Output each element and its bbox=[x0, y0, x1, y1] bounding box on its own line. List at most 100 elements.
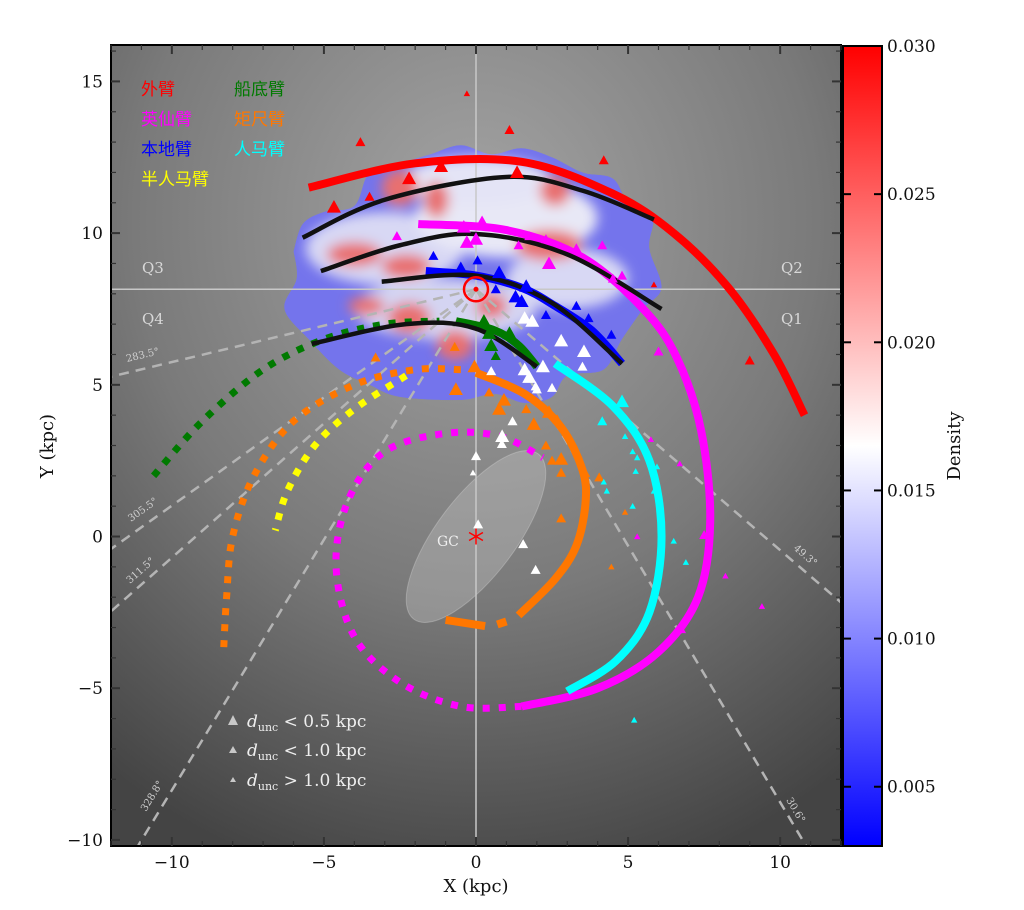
model-arm-curve bbox=[311, 320, 539, 369]
maser-triangle bbox=[469, 469, 477, 476]
maser-triangle bbox=[476, 314, 491, 327]
quadrant-label-q1: Q1 bbox=[781, 310, 803, 328]
maser-triangle bbox=[594, 472, 605, 482]
maser-triangle bbox=[629, 448, 636, 455]
maser-triangle bbox=[524, 231, 535, 241]
maser-triangle bbox=[629, 502, 636, 509]
spiral-arm-dashed bbox=[150, 317, 440, 479]
maser-triangle bbox=[510, 165, 525, 179]
spiral-arm-solid bbox=[307, 154, 809, 417]
maser-triangle bbox=[492, 402, 507, 415]
model-arm-curve bbox=[381, 272, 624, 366]
maser-triangle bbox=[556, 467, 567, 477]
maser-triangle bbox=[355, 137, 366, 147]
gc-label: GC bbox=[437, 534, 459, 550]
y-axis-title: Y (kpc) bbox=[37, 414, 58, 479]
maser-triangle bbox=[552, 414, 563, 424]
spiral-arm-dashed bbox=[271, 372, 408, 532]
density-peak-region bbox=[326, 242, 382, 267]
colorbar-tick-label: 0.030 bbox=[887, 37, 936, 57]
quadrant-label-q3: Q3 bbox=[142, 259, 164, 277]
maser-triangle bbox=[597, 416, 608, 426]
colorbar-tick-label: 0.010 bbox=[887, 630, 936, 650]
legend-triangle-small bbox=[230, 777, 236, 782]
maser-triangle bbox=[577, 361, 588, 371]
maser-triangle bbox=[653, 346, 664, 356]
maser-triangle bbox=[471, 451, 481, 461]
maser-triangle bbox=[607, 273, 618, 283]
maser-triangle bbox=[744, 355, 755, 365]
arm-legend-sagittarius: 人马臂 bbox=[234, 140, 285, 160]
arm-legend-carina: 船底臂 bbox=[234, 80, 285, 100]
maser-triangle bbox=[434, 159, 449, 172]
arm-legend: 外臂 船底臂 英仙臂 矩尺臂 本地臂 人马臂 半人马臂 bbox=[141, 80, 285, 190]
colorbar-tick-label: 0.020 bbox=[887, 333, 936, 353]
x-tick-label: 0 bbox=[471, 853, 482, 873]
legend-label-small: dunc > 1.0 kpc bbox=[247, 771, 366, 793]
colorbar-tick-label: 0.005 bbox=[887, 778, 936, 798]
axes: −10 −5 0 5 10 −10 −5 0 5 10 15 bbox=[67, 45, 842, 873]
maser-triangle bbox=[519, 279, 534, 292]
maser-triangle bbox=[484, 338, 499, 351]
maser-triangle bbox=[653, 463, 661, 470]
maser-triangle bbox=[521, 404, 532, 414]
maser-triangle bbox=[517, 362, 532, 376]
maser-triangle bbox=[514, 294, 529, 307]
maser-triangle bbox=[670, 537, 677, 544]
maser-triangle bbox=[630, 716, 638, 723]
maser-triangle bbox=[364, 191, 375, 201]
maser-triangle bbox=[571, 300, 582, 310]
maser-triangle bbox=[542, 256, 556, 270]
maser-triangle bbox=[484, 387, 495, 397]
longitude-line bbox=[111, 288, 477, 613]
maser-triangle bbox=[722, 572, 729, 579]
maser-triangle bbox=[482, 326, 497, 339]
quadrant-label-q2: Q2 bbox=[781, 259, 803, 277]
maser-triangle bbox=[428, 250, 439, 260]
maser-triangle bbox=[525, 314, 540, 327]
maser-triangle bbox=[556, 513, 567, 523]
maser-triangle bbox=[502, 326, 517, 339]
spiral-arm-solid bbox=[552, 360, 666, 695]
maser-triangle bbox=[576, 344, 591, 358]
maser-triangle bbox=[606, 329, 617, 339]
maser-triangle bbox=[531, 384, 542, 394]
maser-triangle bbox=[455, 261, 466, 271]
density-peak-region bbox=[381, 254, 431, 279]
colorbar-ticks: 0.005 0.010 0.015 0.020 0.025 0.030 bbox=[843, 37, 936, 798]
maser-triangle bbox=[486, 366, 497, 376]
maser-triangle bbox=[490, 350, 501, 360]
x-tick-label: 10 bbox=[769, 853, 791, 873]
arm-legend-centaurus: 半人马臂 bbox=[141, 170, 209, 190]
maser-triangle bbox=[647, 436, 655, 442]
spiral-arm-solid bbox=[474, 368, 591, 619]
maser-triangle bbox=[608, 660, 615, 667]
model-arm-curve bbox=[301, 174, 655, 240]
sun-dot bbox=[473, 286, 479, 292]
density-peak-region bbox=[348, 296, 385, 316]
maser-triangle bbox=[598, 155, 609, 165]
maser-triangle bbox=[448, 382, 463, 395]
longitude-line bbox=[111, 288, 477, 378]
maser-triangle bbox=[758, 603, 766, 609]
x-tick-label: −5 bbox=[311, 853, 336, 873]
spiral-arm-solid bbox=[444, 616, 486, 630]
x-tick-label: −10 bbox=[154, 853, 190, 873]
maser-triangle bbox=[495, 429, 510, 442]
maser-triangle bbox=[699, 530, 710, 540]
y-tick-label: 10 bbox=[81, 224, 103, 244]
y-tick-label: 0 bbox=[92, 528, 103, 548]
maser-triangle bbox=[472, 255, 483, 265]
maser-triangle bbox=[504, 124, 515, 134]
marker-legend: dunc < 0.5 kpc dunc < 1.0 kpc dunc > 1.0… bbox=[228, 712, 366, 793]
x-tick-label: 5 bbox=[623, 853, 634, 873]
colorbar-title: Density bbox=[944, 411, 965, 481]
maser-triangle bbox=[475, 215, 490, 229]
maser-triangle bbox=[621, 433, 629, 439]
plot-area bbox=[111, 45, 841, 846]
maser-triangle bbox=[600, 478, 607, 485]
maser-triangle bbox=[370, 352, 381, 362]
sun-ring bbox=[462, 275, 490, 303]
maser-triangle bbox=[679, 627, 687, 634]
